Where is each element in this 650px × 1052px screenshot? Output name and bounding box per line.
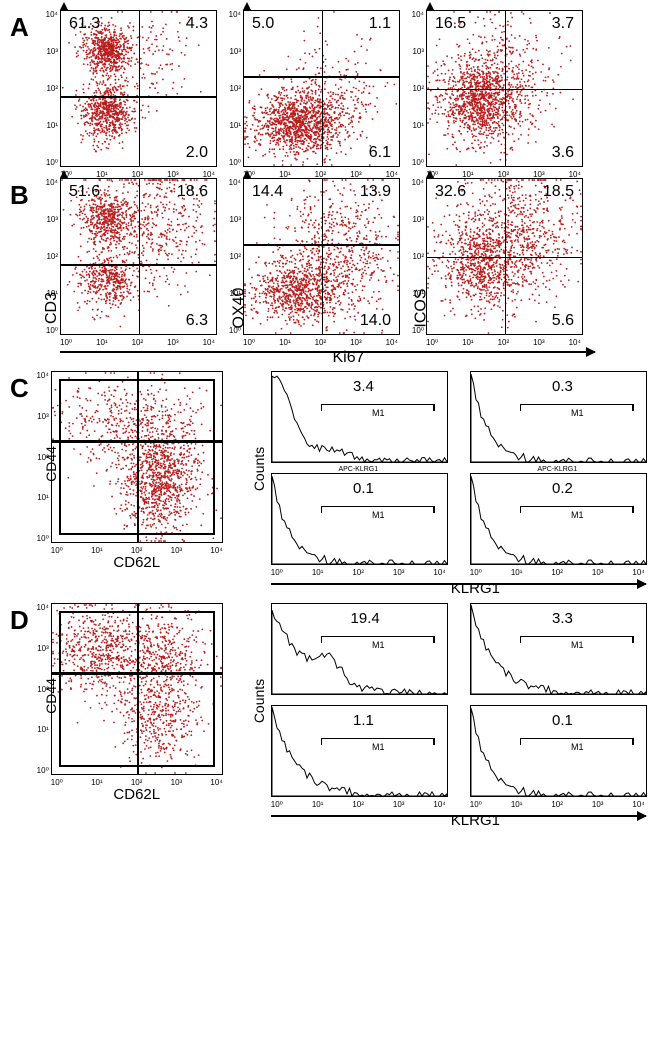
gate-label: M1 bbox=[372, 510, 385, 520]
quadrant-value: 5.6 bbox=[552, 312, 574, 330]
scatter-plot: 14.4 13.9 14.0 10⁰10¹10²10³10⁴ 10⁰10¹10²… bbox=[243, 178, 398, 335]
panel-label: B bbox=[10, 178, 38, 211]
panel-D: D 10⁰10¹10²10³10⁴10⁰10¹10²10³10⁴ CD44 CD… bbox=[10, 603, 640, 817]
histogram-plot: 0.2 M1 10⁰10¹10²10³10⁴ bbox=[470, 473, 645, 565]
histogram-value: 0.2 bbox=[552, 480, 573, 497]
scatter-plot bbox=[51, 603, 223, 775]
gate-label: M1 bbox=[372, 742, 385, 752]
quadrant-value: 5.0 bbox=[252, 15, 274, 33]
quadrant-value: 14.4 bbox=[252, 183, 283, 201]
y-axis-label: OX40 bbox=[230, 288, 248, 329]
y-axis-label: Counts bbox=[251, 679, 267, 723]
histogram-plot: 3.4 M1 APC-KLRG1 bbox=[271, 371, 446, 463]
gate-label: M1 bbox=[372, 408, 385, 418]
y-axis-label: CD3 bbox=[43, 292, 61, 324]
panel-label: A bbox=[10, 10, 38, 43]
quadrant-value: 6.1 bbox=[369, 144, 391, 162]
histogram-value: 0.1 bbox=[552, 712, 573, 729]
scatter-plot: 32.6 18.5 5.6 10⁰10¹10²10³10⁴ 10⁰10¹10²1… bbox=[426, 178, 581, 335]
panel-B: B 51.6 18.6 6.3 10⁰10¹10²10³10⁴ 10⁰10¹10… bbox=[10, 178, 640, 353]
scatter-plot bbox=[51, 371, 223, 543]
gate-label: M1 bbox=[571, 510, 584, 520]
histogram-value: 19.4 bbox=[351, 610, 380, 627]
quadrant-value: 2.0 bbox=[186, 144, 208, 162]
panel-label: C bbox=[10, 371, 29, 404]
gate-label: M1 bbox=[571, 640, 584, 650]
quadrant-value: 4.3 bbox=[186, 15, 208, 33]
gate-label: M1 bbox=[372, 640, 385, 650]
quadrant-value: 18.5 bbox=[543, 183, 574, 201]
hist-x-label: APC-KLRG1 bbox=[537, 466, 577, 473]
y-axis-label: CD44 bbox=[43, 446, 59, 482]
quadrant-value: 18.6 bbox=[177, 183, 208, 201]
hist-x-label: APC-KLRG1 bbox=[338, 466, 378, 473]
gate-label: M1 bbox=[571, 742, 584, 752]
quadrant-value: 13.9 bbox=[360, 183, 391, 201]
y-axis-label: CD44 bbox=[43, 678, 59, 714]
histogram-plot: 0.3 M1 APC-KLRG1 bbox=[470, 371, 645, 463]
quadrant-value: 3.7 bbox=[552, 15, 574, 33]
histogram-plot: 0.1 M1 10⁰10¹10²10³10⁴ bbox=[271, 473, 446, 565]
histogram-plot: 1.1 M1 10⁰10¹10²10³10⁴ bbox=[271, 705, 446, 797]
scatter-plot: 5.0 1.1 6.1 10⁰10¹10²10³10⁴ 10⁰10¹10²10³… bbox=[243, 10, 398, 167]
histogram-value: 1.1 bbox=[353, 712, 374, 729]
x-axis-label: CD62L bbox=[113, 554, 160, 571]
quadrant-value: 3.6 bbox=[552, 144, 574, 162]
quadrant-value: 51.6 bbox=[69, 183, 100, 201]
histogram-value: 0.3 bbox=[552, 378, 573, 395]
histogram-value: 0.1 bbox=[353, 480, 374, 497]
quadrant-value: 14.0 bbox=[360, 312, 391, 330]
y-axis-label: ICOS bbox=[413, 288, 431, 327]
quadrant-value: 1.1 bbox=[369, 15, 391, 33]
panel-label: D bbox=[10, 603, 29, 636]
histogram-value: 3.4 bbox=[353, 378, 374, 395]
histogram-plot: 19.4 M1 bbox=[271, 603, 446, 695]
panel-C: C 10⁰10¹10²10³10⁴10⁰10¹10²10³10⁴ CD44 CD… bbox=[10, 371, 640, 585]
x-axis-label: CD62L bbox=[113, 786, 160, 803]
y-axis-label: Counts bbox=[251, 447, 267, 491]
scatter-plot: 61.3 4.3 2.0 10⁰10¹10²10³10⁴ 10⁰10¹10²10… bbox=[60, 10, 215, 167]
panel-A: A 61.3 4.3 2.0 10⁰10¹10²10³10⁴ 10⁰10¹10²… bbox=[10, 10, 640, 167]
quadrant-value: 32.6 bbox=[435, 183, 466, 201]
quadrant-value: 16.5 bbox=[435, 15, 466, 33]
scatter-plot: 51.6 18.6 6.3 10⁰10¹10²10³10⁴ 10⁰10¹10²1… bbox=[60, 178, 215, 335]
quadrant-value: 6.3 bbox=[186, 312, 208, 330]
quadrant-value: 61.3 bbox=[69, 15, 100, 33]
histogram-plot: 0.1 M1 10⁰10¹10²10³10⁴ bbox=[470, 705, 645, 797]
histogram-plot: 3.3 M1 bbox=[470, 603, 645, 695]
scatter-plot: 16.5 3.7 3.6 10⁰10¹10²10³10⁴ 10⁰10¹10²10… bbox=[426, 10, 581, 167]
histogram-value: 3.3 bbox=[552, 610, 573, 627]
gate-label: M1 bbox=[571, 408, 584, 418]
